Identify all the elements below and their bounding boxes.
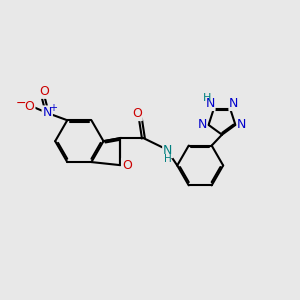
Text: O: O: [39, 85, 49, 98]
Text: O: O: [25, 100, 34, 113]
Text: N: N: [206, 97, 215, 110]
Text: O: O: [122, 159, 132, 172]
Text: N: N: [43, 106, 52, 119]
Text: O: O: [132, 107, 142, 120]
Text: N: N: [229, 97, 239, 110]
Text: H: H: [203, 93, 212, 103]
Text: N: N: [237, 118, 247, 131]
Text: −: −: [16, 97, 26, 110]
Text: N: N: [163, 144, 172, 157]
Text: +: +: [49, 103, 57, 113]
Text: N: N: [197, 118, 207, 131]
Text: H: H: [164, 154, 172, 164]
